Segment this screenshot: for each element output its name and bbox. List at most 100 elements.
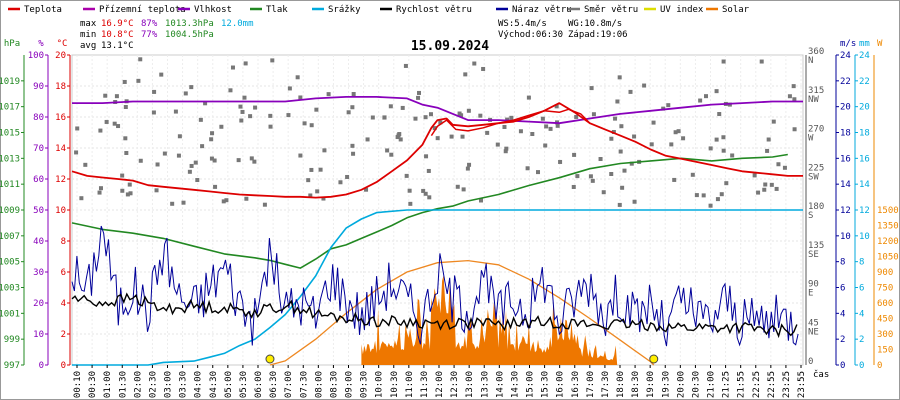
x-tick: 03:30 xyxy=(179,371,189,398)
wind-direction-point xyxy=(676,129,681,134)
wind-direction-point xyxy=(503,149,508,154)
wind-direction-point xyxy=(591,112,596,117)
axis-pct-tick: 70 xyxy=(33,144,44,154)
x-tick: 17:30 xyxy=(601,371,611,398)
wind-direction-point xyxy=(242,95,247,100)
stats-sunrise: Východ:06:30 xyxy=(498,30,563,40)
wind-direction-point xyxy=(209,156,214,161)
wind-direction-point xyxy=(268,113,273,118)
axis-c-tick: 14 xyxy=(55,144,66,154)
wind-direction-point xyxy=(792,127,797,132)
stats-sunset: Západ:19:06 xyxy=(568,30,628,40)
wind-direction-point xyxy=(75,126,80,131)
legend-label: UV index xyxy=(660,5,704,15)
series-naraz-line xyxy=(71,225,799,347)
axis-mm-tick: 10 xyxy=(859,232,870,242)
wind-direction-point xyxy=(253,105,258,110)
wind-direction-point xyxy=(318,167,323,172)
x-tick: 21:55 xyxy=(737,371,747,398)
stats-min-temp: 10.8°C xyxy=(101,30,134,40)
series-teplota-line xyxy=(71,102,803,199)
axis-pct-tick: 10 xyxy=(33,330,44,340)
axis-dir-label: SW xyxy=(808,172,819,182)
wind-direction-point xyxy=(502,124,507,129)
wind-direction-point xyxy=(714,89,719,94)
wind-direction-point xyxy=(589,86,594,91)
x-tick: 01:00 xyxy=(103,371,113,398)
axis-w-tick: 1350 xyxy=(877,222,899,232)
legend-label: Rychlost větru xyxy=(396,5,472,15)
wind-direction-point xyxy=(690,172,695,177)
stats-max-hum: 87% xyxy=(141,19,158,29)
wind-direction-point xyxy=(708,146,713,151)
wind-direction-point xyxy=(704,94,709,99)
axis-pct-tick: 40 xyxy=(33,237,44,247)
wind-direction-point xyxy=(613,116,618,121)
axis-ms-tick: 14 xyxy=(840,180,851,190)
legend-label: Tlak xyxy=(266,5,288,15)
axis-dir-tick: 0 xyxy=(808,357,813,367)
axis-c-tick: 16 xyxy=(55,113,66,123)
wind-direction-point xyxy=(240,109,245,114)
axis-dir-tick: 360 xyxy=(808,47,824,57)
wind-direction-point xyxy=(479,198,484,203)
wind-direction-point xyxy=(74,150,79,155)
wind-direction-point xyxy=(544,124,549,129)
axis-c-tick: 12 xyxy=(55,175,66,185)
wind-direction-point xyxy=(138,57,143,62)
wind-direction-point xyxy=(243,61,248,66)
axis-dir-tick: 135 xyxy=(808,241,824,251)
wind-direction-point xyxy=(213,184,218,189)
axis-c-tick: 10 xyxy=(55,206,66,216)
wind-direction-point xyxy=(154,188,159,193)
wind-direction-point xyxy=(632,134,637,139)
wind-direction-point xyxy=(112,121,117,126)
wind-direction-point xyxy=(152,89,157,94)
axis-w-tick: 900 xyxy=(877,268,893,278)
wind-direction-point xyxy=(721,148,726,153)
axis-pct-tick: 100 xyxy=(28,51,44,61)
x-tick: 13:00 xyxy=(465,371,475,398)
wind-direction-point xyxy=(717,112,722,117)
wind-direction-point xyxy=(210,131,215,136)
axis-pct-tick: 90 xyxy=(33,82,44,92)
wind-direction-point xyxy=(385,148,390,153)
wind-direction-point xyxy=(170,201,175,206)
wind-direction-point xyxy=(681,136,686,141)
wind-direction-point xyxy=(571,184,576,189)
stats-min-label: min xyxy=(80,30,96,40)
wind-direction-point xyxy=(295,75,300,80)
legend-label: Směr větru xyxy=(584,5,638,15)
wind-direction-point xyxy=(224,198,229,203)
wind-direction-point xyxy=(791,84,796,89)
axis-mm-tick: 4 xyxy=(859,309,864,319)
x-tick: 20:30 xyxy=(691,371,701,398)
axis-mm-tick: 14 xyxy=(859,180,870,190)
wind-direction-point xyxy=(155,162,160,167)
wind-direction-point xyxy=(694,193,699,198)
wind-direction-point xyxy=(338,180,343,185)
axis-ms-tick: 22 xyxy=(840,77,851,87)
wind-direction-point xyxy=(575,174,580,179)
wind-direction-point xyxy=(195,178,200,183)
x-tick: 13:30 xyxy=(480,371,490,398)
wind-direction-point xyxy=(298,95,303,100)
wind-direction-point xyxy=(721,59,726,64)
wind-direction-point xyxy=(125,192,130,197)
wind-direction-point xyxy=(176,153,181,158)
wind-direction-point xyxy=(715,197,720,202)
axis-c-tick: 4 xyxy=(61,299,66,309)
wind-direction-point xyxy=(787,94,792,99)
wind-direction-point xyxy=(428,112,433,117)
series-rychlost-line xyxy=(71,292,798,339)
legend-label: Náraz větru xyxy=(512,5,572,15)
axis-dir-tick: 90 xyxy=(808,280,819,290)
axis-ms-tick: 2 xyxy=(840,335,845,345)
axis-ms-tick: 10 xyxy=(840,232,851,242)
x-tick: 11:30 xyxy=(420,371,430,398)
axis-ms-tick: 4 xyxy=(840,309,845,319)
wind-direction-point xyxy=(413,116,418,121)
wind-direction-point xyxy=(461,187,466,192)
axis-dir-tick: 315 xyxy=(808,86,824,96)
wind-direction-point xyxy=(543,143,548,148)
